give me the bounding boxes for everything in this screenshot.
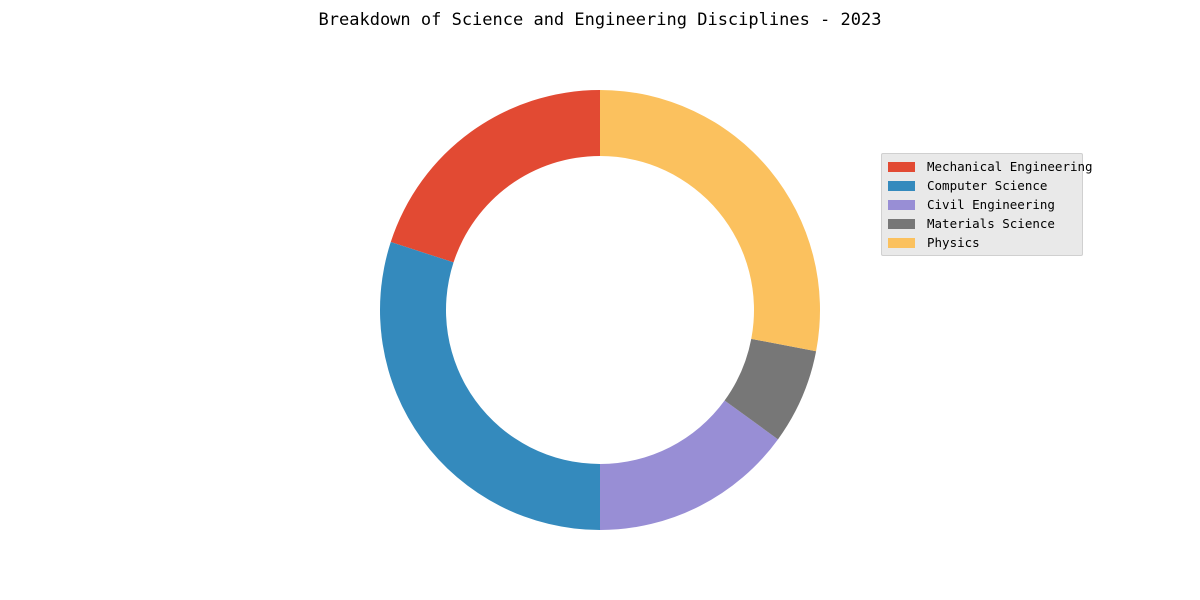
chart-title: Breakdown of Science and Engineering Dis…: [318, 10, 882, 30]
legend-item-computer-science: Computer Science: [882, 176, 1082, 195]
legend-swatch: [888, 199, 915, 210]
legend-label: Civil Engineering: [927, 197, 1055, 212]
legend-item-materials-science: Materials Science: [882, 214, 1082, 233]
chart-legend: Mechanical Engineering Computer Science Ci…: [881, 153, 1093, 256]
legend-label: Physics: [927, 235, 980, 250]
legend-label: Mechanical Engineering: [927, 159, 1093, 174]
legend-item-civil-engineering: Civil Engineering: [882, 195, 1082, 214]
legend-swatch: [888, 218, 915, 229]
legend-item-mechanical-engineering: Mechanical Engineering: [882, 157, 1093, 176]
legend-swatch: [888, 161, 915, 172]
donut-slices: [380, 90, 820, 530]
slice-mechanical-engineering: [390, 90, 600, 263]
legend-label: Computer Science: [927, 178, 1048, 193]
legend-item-physics: Physics: [882, 233, 1082, 252]
legend-label: Materials Science: [927, 216, 1055, 231]
slice-computer-science: [380, 242, 600, 530]
slice-civil-engineering: [600, 400, 778, 530]
legend-swatch: [888, 237, 915, 248]
legend-swatch: [888, 180, 915, 191]
slice-physics: [600, 90, 820, 352]
slice-materials-science: [724, 338, 817, 440]
